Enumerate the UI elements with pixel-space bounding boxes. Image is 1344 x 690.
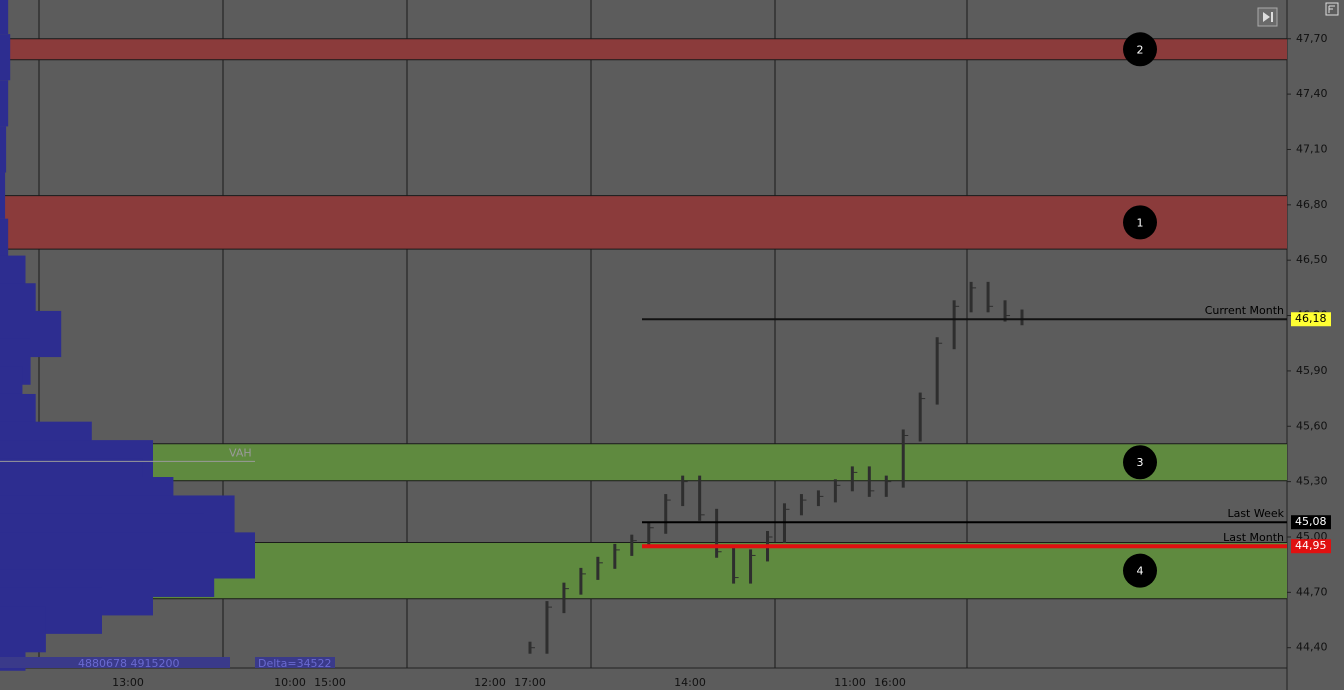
price-bar [596, 556, 600, 580]
profile-bar [0, 218, 9, 265]
x-tick-label: 15:00 [314, 676, 346, 689]
price-bar [986, 281, 990, 313]
zone-badge [1123, 553, 1157, 588]
price-bar [613, 543, 617, 569]
price-bar [1003, 300, 1007, 322]
y-tick-label: 46,50 [1296, 253, 1328, 266]
profile-bar [0, 126, 7, 173]
zone-label: 3 [1137, 456, 1144, 469]
price-bar [867, 466, 871, 497]
profile-bar [0, 172, 6, 219]
price-bar [884, 475, 888, 497]
price-bar [935, 337, 939, 405]
level-tag-bg [1291, 312, 1331, 327]
price-bar [799, 494, 803, 516]
zone-badge [1123, 445, 1157, 480]
level-tag-bg [1291, 515, 1331, 530]
zone [0, 195, 1287, 250]
y-tick-label: 47,10 [1296, 142, 1328, 155]
zone-badge [1123, 205, 1157, 240]
price-bar [816, 490, 820, 507]
level-name: Last Week [1227, 507, 1284, 520]
delta-bg [255, 657, 335, 668]
price-bar [749, 549, 753, 584]
level-tag: 45,08 [1295, 515, 1327, 528]
x-tick-label: 16:00 [874, 676, 906, 689]
y-tick-label: 47,40 [1296, 87, 1328, 100]
y-tick-label: 44,40 [1296, 641, 1328, 654]
zone-label: 2 [1137, 43, 1144, 56]
volume-text: 4880678 4915200 [78, 657, 179, 670]
price-bar [918, 392, 922, 442]
price-bar [647, 521, 651, 547]
price-bar [698, 475, 702, 521]
scroll-end-icon [1263, 12, 1273, 22]
profile-bar [0, 0, 9, 35]
price-bar [562, 582, 566, 614]
profile-bar [0, 80, 9, 127]
level-tag: 46,18 [1295, 312, 1327, 325]
volume-bg [0, 657, 230, 668]
price-bar [579, 567, 583, 595]
level-name: Last Month [1223, 531, 1284, 544]
level-name: Current Month [1205, 304, 1284, 317]
f-icon [1328, 5, 1335, 13]
zone [0, 38, 1287, 60]
vah-label: VAH [229, 446, 252, 459]
y-tick-label: 44,70 [1296, 585, 1328, 598]
price-bar [901, 429, 905, 488]
price-bar [969, 281, 973, 313]
level-tag-bg [1291, 539, 1331, 554]
price-bar [681, 475, 685, 507]
x-tick-label: 12:00 [474, 676, 506, 689]
y-tick-label: 45,90 [1296, 364, 1328, 377]
profile-bar [0, 34, 11, 81]
zone-badge [1123, 32, 1157, 67]
price-bar [664, 494, 668, 534]
level-tag: 44,95 [1295, 539, 1327, 552]
price-bar [715, 508, 719, 558]
price-bar [732, 545, 736, 584]
y-tick-label: 45,30 [1296, 475, 1328, 488]
zone [0, 443, 1287, 481]
price-bar [1020, 309, 1024, 326]
delta-text: Delta=34522 [258, 657, 332, 670]
y-tick-label: 45,60 [1296, 419, 1328, 432]
x-tick-label: 10:00 [274, 676, 306, 689]
y-tick-label: 46,80 [1296, 198, 1328, 211]
x-tick-label: 14:00 [674, 676, 706, 689]
y-tick-label: 47,70 [1296, 32, 1328, 45]
x-tick-label: 11:00 [834, 676, 866, 689]
zone-label: 4 [1137, 565, 1144, 578]
price-bar [850, 466, 854, 492]
zone-label: 1 [1137, 216, 1144, 229]
x-tick-label: 13:00 [112, 676, 144, 689]
price-bar [833, 479, 837, 503]
price-bar [952, 300, 956, 350]
price-bar [545, 601, 549, 654]
price-bar [630, 534, 634, 556]
x-tick-label: 17:00 [514, 676, 546, 689]
